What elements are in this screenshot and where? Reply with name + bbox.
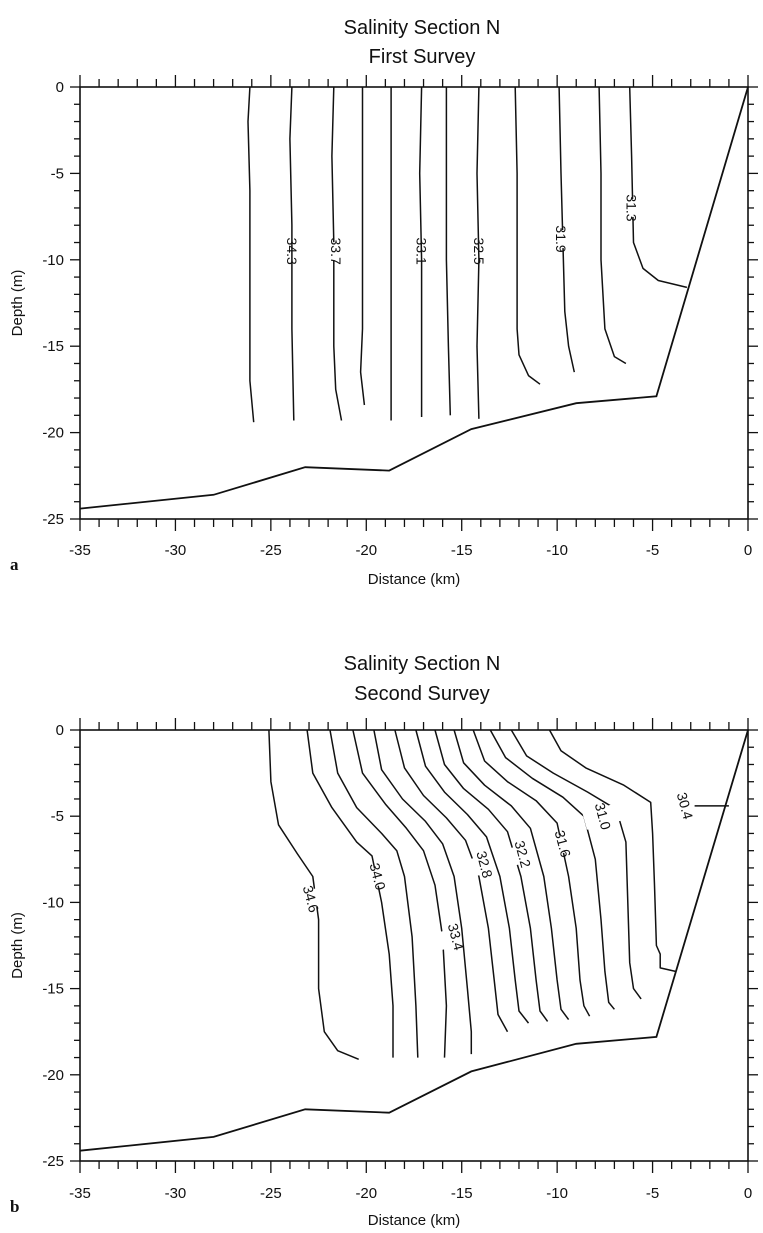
chart-title-line: Salinity Section N [344,17,501,39]
x-tick-label: -25 [260,1185,282,1202]
y-tick-label: -25 [42,1153,64,1170]
x-tick-label: -5 [646,542,659,559]
isohaline-contour [415,729,530,1024]
isohaline-contour [598,86,627,365]
isohaline-contour [329,729,419,1058]
isohaline-contour [514,86,541,385]
x-tick-label: -30 [165,542,187,559]
contour-label: 33.7 [328,238,344,265]
isohaline-contour [418,86,423,417]
panel-letter: a [10,555,19,574]
panel-b-second-survey: Salinity Section N Second Survey -35 -30 -25… [9,653,758,1229]
contour-label-gap [664,792,706,820]
isohaline-contour [453,729,570,1021]
plot-frame [79,86,749,520]
chart-title-line: Second Survey [354,683,490,705]
chart-title-line: Salinity Section N [344,653,501,675]
x-tick-label: -10 [546,542,568,559]
y-tick-label: -15 [42,338,64,355]
isohaline-contour [489,729,615,1010]
isohaline-contour [558,86,576,373]
y-tick-label: 0 [56,79,64,96]
panel-letter: b [10,1197,19,1216]
x-axis-label: Distance (km) [368,1212,461,1229]
contour-label: 30.4 [674,791,697,822]
contour-label: 31.6 [552,829,575,860]
y-tick-label: -10 [42,252,64,269]
bottom-profile-line [79,86,749,510]
x-tick-label: -35 [69,1185,91,1202]
bottom-profile-line [79,729,749,1152]
isohaline-contour [445,87,452,416]
y-tick-label: -10 [42,894,64,911]
isohaline-contour [373,729,473,1055]
contour-label-gap [316,242,355,261]
plot-frame [79,729,749,1162]
x-tick-label: 0 [744,1185,752,1202]
isohaline-contour [394,729,509,1033]
contour-label-gap [582,802,624,830]
x-axis-label: Distance (km) [368,571,461,588]
x-tick-label: -10 [546,1185,568,1202]
panel-a-first-survey: Salinity Section N First Survey -35 -30 -25 -… [9,17,758,588]
y-tick-label: -5 [51,165,64,182]
contour-label-gap [612,198,651,217]
x-tick-label: -15 [451,542,473,559]
isohaline-contour [476,86,480,419]
y-tick-label: -25 [42,511,64,528]
x-tick-label: -5 [646,1185,659,1202]
contour-label: 32.8 [473,849,496,880]
isohaline-contour [359,87,366,406]
contour-label-gap [357,862,399,891]
x-tick-label: -15 [451,1185,473,1202]
isohaline-contour [628,86,688,289]
isohaline-contour [306,729,394,1058]
chart-title-line: First Survey [369,46,476,68]
contour-label: 31.9 [553,225,569,252]
y-tick-label: -15 [42,981,64,998]
isohaline-contour [289,86,295,421]
x-tick-label: -20 [355,1185,377,1202]
contour-label: 32.2 [512,839,535,870]
y-tick-label: -20 [42,425,64,442]
y-axis-label: Depth (m) [9,270,26,337]
y-tick-label: -5 [51,808,64,825]
y-tick-label: -20 [42,1067,64,1084]
y-axis-label: Depth (m) [9,912,26,979]
isohaline-contour [510,729,642,1000]
contour-label: 34.6 [300,884,323,915]
x-tick-label: -30 [165,1185,187,1202]
isohaline-contour [247,86,255,423]
contour-label: 31.0 [592,801,615,832]
x-tick-label: -25 [260,542,282,559]
isohaline-contour [331,86,343,421]
contour-label: 34.0 [366,861,389,892]
contour-label-gap [290,885,332,913]
contour-label-gap [463,850,506,879]
x-tick-label: -20 [355,542,377,559]
contour-label-gap [542,830,584,858]
y-tick-label: 0 [56,722,64,739]
contour-label-gap [541,230,580,249]
isohaline-contour [548,729,676,973]
contour-label-gap [435,923,477,951]
contour-label: 31.3 [624,194,640,221]
contour-label-gap [502,840,544,868]
x-tick-label: 0 [744,542,752,559]
isohaline-contour [352,729,448,1058]
x-tick-label: -35 [69,542,91,559]
